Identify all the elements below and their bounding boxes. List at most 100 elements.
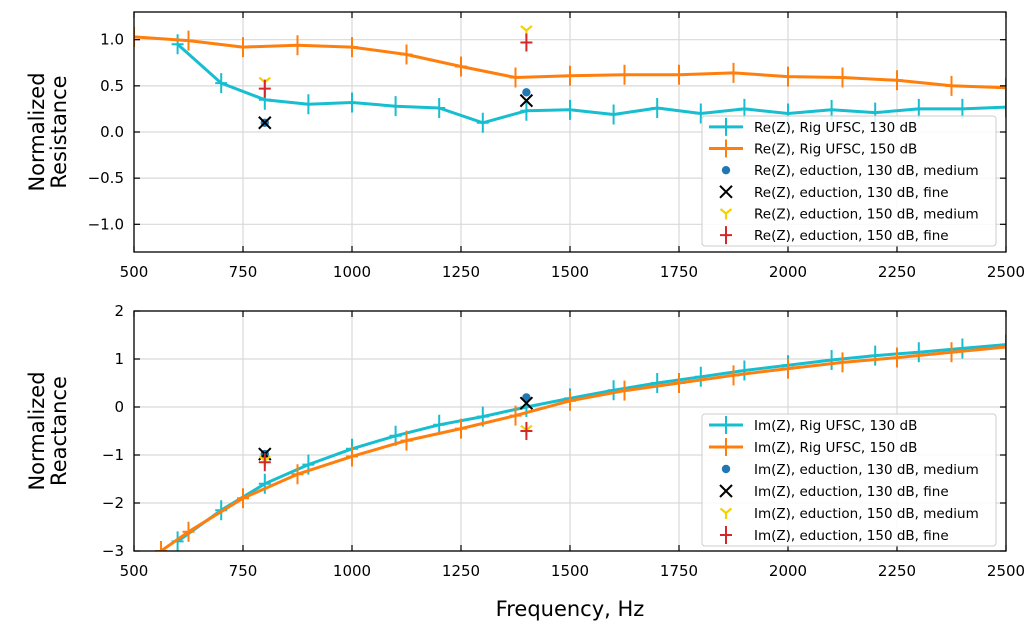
data-point [519,93,534,108]
legend-entry: Im(Z), Rig UFSC, 150 dB [709,438,917,456]
data-point [519,396,534,410]
y-tick-label: −0.5 [88,169,124,187]
data-point [346,446,358,467]
legend-entry: Re(Z), Rig UFSC, 130 dB [709,117,917,136]
legend-label: Re(Z), eduction, 130 dB, medium [754,163,979,179]
data-point [302,94,315,115]
series-line [176,43,1006,125]
data-point [346,37,358,58]
data-point [171,34,184,55]
series-line [176,343,1006,543]
data-point [134,26,140,47]
series-4 [258,25,533,89]
x-tick-label: 1500 [551,263,589,281]
data-point [564,65,576,86]
data-point [694,103,707,124]
legend-entry: Re(Z), eduction, 150 dB, fine [720,226,949,245]
x-tick-label: 1500 [551,562,589,580]
y-tick-label: −2 [102,494,124,512]
data-point [891,70,903,91]
y-tick-label: 0.0 [100,123,124,141]
legend-label: Re(Z), eduction, 150 dB, fine [754,228,949,244]
legend-marker-swatch [719,185,733,199]
legend-entry: Im(Z), Rig UFSC, 130 dB [709,416,917,434]
data-point [651,373,664,393]
data-point [455,418,467,439]
legend-marker-swatch [720,526,732,544]
legend-entry: Im(Z), eduction, 150 dB, medium [719,506,979,522]
y-tick-label: 1.0 [100,31,124,49]
x-tick-label: 2250 [878,263,916,281]
legend-label: Re(Z), eduction, 150 dB, medium [754,207,979,223]
data-point [258,473,271,494]
legend-label: Re(Z), Rig UFSC, 130 dB [754,120,917,136]
legend-marker-swatch [720,117,732,136]
data-point [607,104,620,125]
data-point [520,33,533,52]
legend-marker-swatch [720,139,732,158]
y-tick-label: −1.0 [88,215,124,233]
data-point [618,64,631,85]
legend-label: Im(Z), Rig UFSC, 130 dB [754,418,917,434]
data-point [1000,337,1006,357]
data-point [836,67,849,88]
data-point [400,44,413,65]
series-1 [155,337,1006,551]
legend: Im(Z), Rig UFSC, 130 dB Im(Z), Rig UFSC, … [701,413,997,547]
legend-marker-swatch [720,438,732,456]
legend-marker-swatch [720,226,732,245]
x-tick-label: 1000 [333,263,371,281]
series-0 [171,334,1006,551]
x-tick-label: 1250 [442,562,480,580]
x-tick-label: 500 [120,562,149,580]
data-point [945,75,958,96]
legend-entry: Im(Z), eduction, 130 dB, medium [721,462,979,478]
data-point [182,30,195,51]
legend-entry: Re(Z), Rig UFSC, 150 dB [709,139,917,158]
legend-label: Im(Z), eduction, 150 dB, medium [754,506,979,522]
legend-label: Re(Z), Rig UFSC, 150 dB [754,142,917,158]
legend-label: Im(Z), Rig UFSC, 150 dB [754,440,917,456]
data-point [825,349,838,370]
y-tick-label: −1 [102,446,124,464]
series-1 [134,26,1006,98]
x-tick-label: 1750 [660,263,698,281]
data-point [727,365,740,386]
x-tick-label: 2000 [769,562,807,580]
data-point [607,380,620,401]
data-point [891,347,903,368]
x-tick-label: 1750 [660,562,698,580]
y-axis-label: NormalizedReactance [25,371,71,490]
data-point [727,62,740,83]
data-point [433,98,446,118]
x-tick-label: 2500 [987,263,1025,281]
legend-box [701,413,997,547]
data-point [1000,97,1006,118]
y-tick-label: 0.5 [100,77,124,95]
data-point [651,98,664,118]
series-3 [258,93,534,130]
x-tick-label: 500 [120,263,149,281]
legend-marker-swatch [719,208,733,220]
y-tick-label: 1 [114,350,124,368]
plot-area [134,25,1006,133]
data-point [1000,334,1006,355]
data-point [400,430,413,451]
x-tick-label: 2250 [878,562,916,580]
data-point [618,380,631,401]
data-point [782,358,794,379]
x-tick-label: 2000 [769,263,807,281]
data-point [564,99,576,120]
data-point [389,96,402,117]
x-axis-label: Frequency, Hz [496,597,645,621]
data-point [673,64,685,85]
data-point [509,67,522,88]
data-point [455,56,467,77]
data-point [869,345,882,366]
data-point [155,541,168,551]
legend-box [701,115,997,247]
data-point [291,464,304,485]
data-point [912,342,925,363]
x-tick-label: 750 [229,263,258,281]
